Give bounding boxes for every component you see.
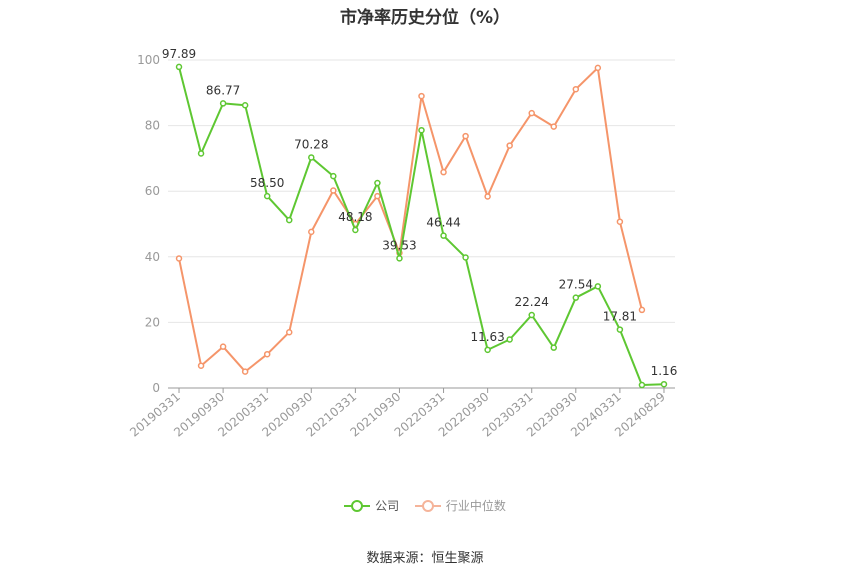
data-point[interactable] xyxy=(440,232,447,239)
grid-lines xyxy=(168,59,675,323)
data-label: 1.16 xyxy=(651,364,678,378)
legend-item-company[interactable]: 公司 xyxy=(344,497,399,514)
data-point[interactable] xyxy=(462,254,469,261)
series-company xyxy=(175,63,668,389)
data-point[interactable] xyxy=(616,218,624,225)
legend-company-swatch xyxy=(344,499,371,513)
data-label: 86.77 xyxy=(206,83,240,97)
data-point[interactable] xyxy=(550,344,558,351)
data-labels: 97.89 86.77 58.50 70.28 48.18 39.53 46.44 11.63… xyxy=(162,47,677,378)
data-point[interactable] xyxy=(374,179,381,187)
data-label: 97.89 xyxy=(162,47,196,61)
data-label: 17.81 xyxy=(603,310,637,324)
data-point[interactable] xyxy=(506,336,513,343)
data-point[interactable] xyxy=(594,283,602,290)
data-point[interactable] xyxy=(638,381,646,389)
data-point[interactable] xyxy=(197,150,205,157)
data-point[interactable] xyxy=(550,123,558,130)
data-label: 58.50 xyxy=(250,176,284,190)
series-industry xyxy=(175,64,646,375)
data-source: 数据来源：恒生聚源 xyxy=(366,551,484,566)
series-line xyxy=(178,66,665,386)
data-point[interactable] xyxy=(219,100,227,107)
series-line xyxy=(178,66,643,373)
data-point[interactable] xyxy=(352,226,359,234)
y-tick-label: 0 xyxy=(152,381,160,395)
data-point[interactable] xyxy=(308,228,315,236)
data-point[interactable] xyxy=(638,306,646,314)
series-layer xyxy=(175,63,668,389)
data-point[interactable] xyxy=(616,326,624,333)
chart-title: 市净率历史分位（%） xyxy=(339,8,511,28)
data-point[interactable] xyxy=(484,193,491,200)
data-point[interactable] xyxy=(263,192,271,200)
data-point[interactable] xyxy=(506,142,513,149)
legend-item-industry[interactable]: 行业中位数 xyxy=(414,497,506,514)
data-point[interactable] xyxy=(175,63,183,71)
data-point[interactable] xyxy=(484,346,491,354)
data-point[interactable] xyxy=(396,255,403,262)
data-point[interactable] xyxy=(572,85,580,93)
data-point[interactable] xyxy=(528,311,535,319)
legend-industry-label: 行业中位数 xyxy=(445,499,506,513)
data-label: 11.63 xyxy=(470,330,504,344)
data-label: 46.44 xyxy=(426,216,460,230)
y-axis: 0 20 40 60 80 100 xyxy=(137,53,160,395)
data-point[interactable] xyxy=(374,192,381,200)
data-point[interactable] xyxy=(285,216,293,224)
data-point[interactable] xyxy=(528,109,535,117)
x-axis: 2019033120190930202003312020093020210331… xyxy=(127,387,675,440)
data-point[interactable] xyxy=(572,294,580,301)
data-point[interactable] xyxy=(594,64,602,72)
data-point[interactable] xyxy=(241,102,249,109)
data-point[interactable] xyxy=(418,126,425,134)
data-label: 48.18 xyxy=(338,210,372,224)
data-label: 27.54 xyxy=(559,278,593,292)
data-point[interactable] xyxy=(263,350,271,358)
y-tick-label: 40 xyxy=(145,250,160,264)
data-point[interactable] xyxy=(285,328,293,336)
data-point[interactable] xyxy=(308,154,315,161)
data-label: 70.28 xyxy=(294,137,328,151)
data-point[interactable] xyxy=(330,187,337,194)
data-point[interactable] xyxy=(197,362,205,369)
data-point[interactable] xyxy=(241,368,249,375)
legend-company-label: 公司 xyxy=(375,499,400,513)
data-label: 39.53 xyxy=(382,238,416,252)
data-point[interactable] xyxy=(219,343,227,350)
data-point[interactable] xyxy=(462,132,469,140)
data-point[interactable] xyxy=(418,92,425,100)
legend-industry-swatch xyxy=(414,499,441,513)
data-point[interactable] xyxy=(175,255,183,262)
data-label: 22.24 xyxy=(515,295,549,309)
legend: 公司 行业中位数 xyxy=(0,497,850,516)
data-point[interactable] xyxy=(660,380,668,388)
data-point[interactable] xyxy=(330,172,337,180)
y-tick-label: 100 xyxy=(137,53,160,67)
data-point[interactable] xyxy=(440,168,447,176)
y-tick-label: 20 xyxy=(145,315,160,329)
y-tick-label: 80 xyxy=(145,119,160,133)
y-tick-label: 60 xyxy=(145,184,160,198)
